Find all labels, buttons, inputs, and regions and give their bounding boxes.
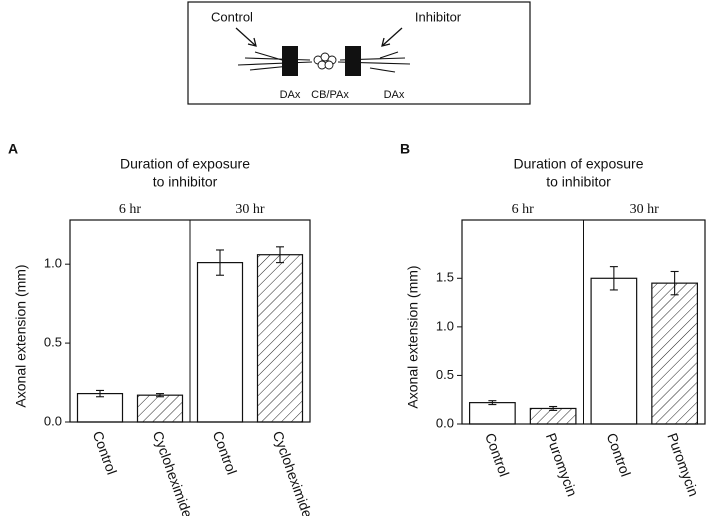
y-tick-label: 1.0 [436, 318, 454, 333]
x-tick-label: Cycloheximide [270, 429, 316, 516]
y-tick-label: 0.5 [436, 367, 454, 382]
x-tick-label: Control [90, 429, 120, 477]
diagram: Control Inhibitor DAx CB/PAx DAx [187, 1, 531, 105]
error-bar [156, 393, 164, 398]
error-bar [488, 400, 497, 406]
chart-title: to inhibitor [153, 174, 218, 190]
y-tick-label: 1.0 [44, 256, 62, 271]
bar [76, 392, 124, 423]
error-bar [216, 249, 224, 276]
bar [468, 402, 516, 425]
bar [196, 262, 244, 423]
x-tick-label: Control [210, 429, 240, 477]
x-tick-label: Control [482, 431, 512, 479]
bar [256, 254, 304, 423]
error-bar [96, 389, 104, 398]
error-bar [549, 405, 558, 411]
y-tick-label: 1.5 [436, 270, 454, 285]
cell-bodies [313, 52, 337, 70]
plot-frame [69, 219, 311, 423]
bar [136, 394, 184, 423]
y-tick-label: 0.0 [44, 413, 62, 428]
group-label: 30 hr [235, 202, 265, 217]
error-bar [670, 270, 679, 296]
panel-label: A [8, 141, 18, 157]
y-tick-label: 0.5 [44, 335, 62, 350]
panel-label: B [400, 141, 410, 157]
control-label: Control [211, 9, 253, 24]
group-label: 30 hr [630, 202, 660, 217]
compartment-label: DAx [384, 89, 405, 101]
x-tick-label: Puromycin [543, 431, 581, 499]
y-axis-label: Axonal extension (mm) [13, 264, 29, 407]
error-bar [276, 246, 284, 264]
diagram-frame [187, 1, 531, 105]
group-label: 6 hr [512, 202, 535, 217]
x-tick-label: Puromycin [664, 431, 702, 499]
x-tick-label: Control [604, 431, 634, 479]
plot-frame [461, 219, 706, 425]
inhibitor-label: Inhibitor [415, 9, 462, 24]
x-tick-label: Cycloheximide [150, 429, 196, 516]
bar [590, 277, 638, 425]
bar [651, 282, 699, 425]
barrier [345, 46, 361, 76]
y-tick-label: 0.0 [436, 415, 454, 430]
chart-title: Duration of exposure [514, 156, 644, 172]
error-bar [609, 266, 618, 291]
chart-title: Duration of exposure [120, 156, 250, 172]
arrows [235, 27, 403, 47]
y-axis-label: Axonal extension (mm) [405, 265, 421, 408]
group-label: 6 hr [119, 202, 142, 217]
compartment-label: DAx [280, 89, 301, 101]
chart-title: to inhibitor [546, 174, 611, 190]
compartment-label: CB/PAx [311, 89, 349, 101]
barrier [282, 46, 298, 76]
